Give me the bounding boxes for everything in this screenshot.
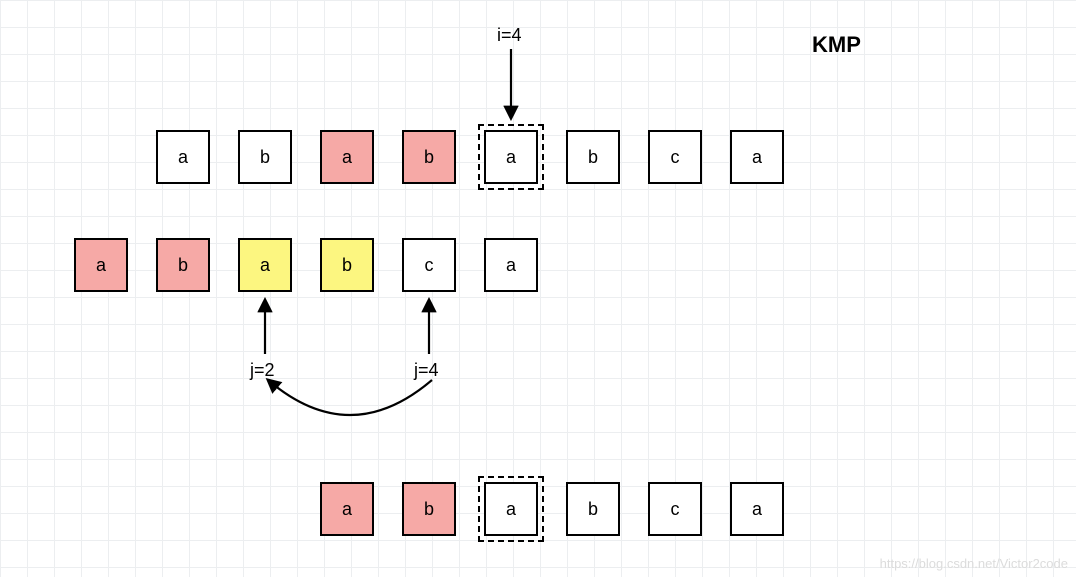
- watermark: https://blog.csdn.net/Victor2code: [880, 556, 1068, 571]
- label-j2: j=2: [250, 360, 275, 381]
- pattern-row-cell: b: [156, 238, 210, 292]
- pattern-row-cell: a: [238, 238, 292, 292]
- text-row-cell: b: [238, 130, 292, 184]
- text-row-cell: b: [402, 130, 456, 184]
- pattern-row-cell: a: [484, 238, 538, 292]
- text-row-cell: c: [648, 130, 702, 184]
- shifted-pattern-row-cell: c: [648, 482, 702, 536]
- label-i: i=4: [497, 25, 522, 46]
- text-row-cell: b: [566, 130, 620, 184]
- shifted-pattern-row-cell: a: [320, 482, 374, 536]
- text-row-cell: a: [730, 130, 784, 184]
- shifted-pattern-row-cell: b: [402, 482, 456, 536]
- label-j4: j=4: [414, 360, 439, 381]
- shifted-pattern-row-cell: a: [484, 482, 538, 536]
- algorithm-title: KMP: [812, 32, 861, 58]
- text-row-cell: a: [484, 130, 538, 184]
- pattern-row-cell: b: [320, 238, 374, 292]
- text-row-cell: a: [156, 130, 210, 184]
- shifted-pattern-row-cell: a: [730, 482, 784, 536]
- pattern-row-cell: c: [402, 238, 456, 292]
- pattern-row-cell: a: [74, 238, 128, 292]
- shifted-pattern-row-cell: b: [566, 482, 620, 536]
- text-row-cell: a: [320, 130, 374, 184]
